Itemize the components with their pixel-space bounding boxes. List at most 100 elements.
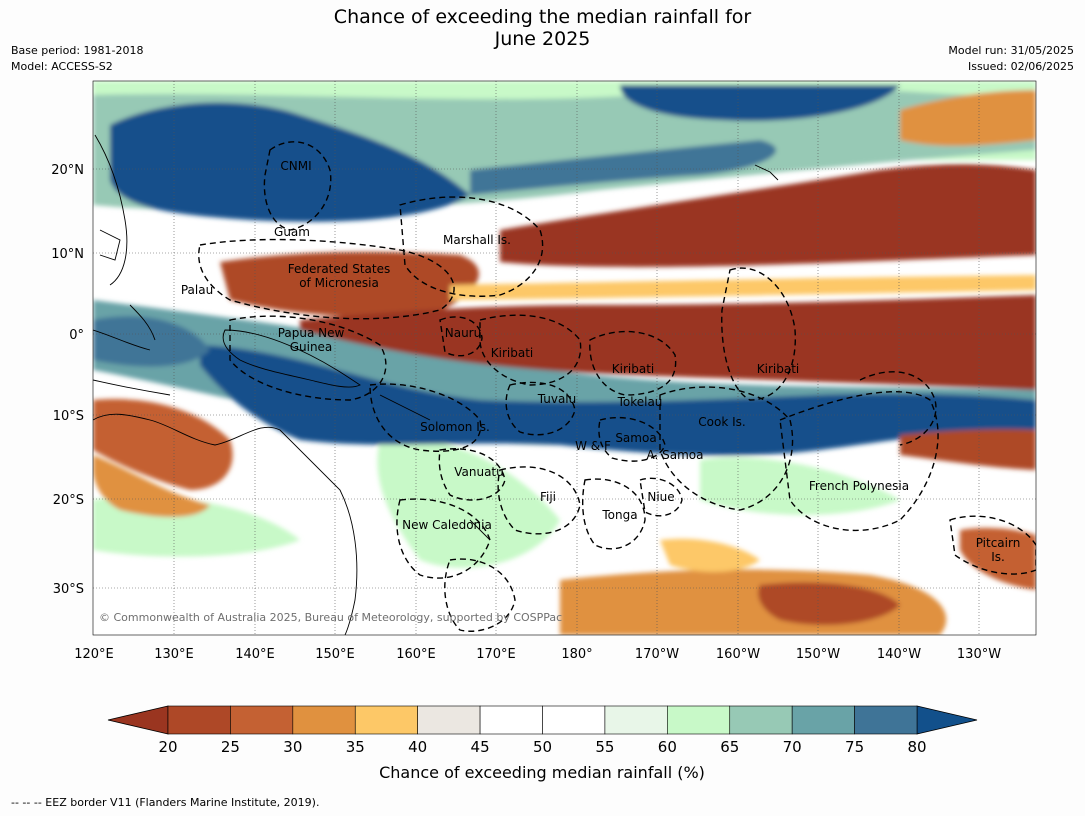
colorbar: 20 25 30 35 40 45 50 55 60 65 70 75 80 Chance of exc…	[107, 705, 978, 782]
south-eez-border	[444, 558, 516, 632]
region-label-png-line2: Guinea	[290, 340, 333, 354]
model-run: Model run: 31/05/2025	[948, 44, 1074, 57]
light-green-patch	[700, 457, 900, 515]
colorbar-cell	[729, 705, 793, 735]
nauru-eez	[439, 316, 483, 357]
hawaii-coast	[754, 164, 779, 181]
colorbar-cell	[791, 705, 855, 735]
south-dry-region	[660, 538, 760, 572]
kiribati-phoenix-eez	[589, 330, 677, 396]
region-label-pitcairn-line1: Pitcairn	[976, 536, 1021, 550]
title-line-1: Chance of exceeding the median rainfall …	[333, 6, 752, 28]
region-label-niue: Niue	[647, 490, 674, 504]
colorbar-tick-label: 20	[158, 738, 177, 756]
australia-coast	[93, 413, 358, 635]
lon-tick-label: 160°W	[716, 647, 760, 662]
lat-tick-label: 30°S	[53, 582, 84, 597]
region-label-wallis-futuna: W & F	[575, 439, 611, 453]
colorbar-tick-label: 40	[408, 738, 427, 756]
colorbar-cell	[167, 705, 231, 735]
region-label-cnmi: CNMI	[280, 159, 311, 173]
south-wet-band	[200, 345, 1036, 456]
longitude-labels: 120°E 130°E 140°E 150°E 160°E 170°E 180°…	[74, 647, 1001, 662]
south-dry-region	[758, 582, 900, 625]
indonesia-coast	[93, 304, 171, 396]
region-label-american-samoa: A. Samoa	[647, 448, 704, 462]
pitcairn-eez	[949, 515, 1036, 575]
colorbar-tick-label: 75	[845, 738, 864, 756]
southwest-dry-region	[93, 399, 233, 490]
png-eez	[229, 315, 387, 401]
colorbar-tick-label: 35	[346, 738, 365, 756]
region-label-png-line1: Papua New	[278, 326, 345, 340]
vanuatu-eez	[438, 448, 506, 501]
colorbar-tick-label: 80	[907, 738, 926, 756]
solomon-eez	[369, 383, 482, 452]
region-label-solomon-islands: Solomon Is.	[420, 420, 490, 434]
lat-tick-label: 10°N	[51, 247, 84, 262]
region-label-fiji: Fiji	[540, 490, 556, 504]
latitude-labels: 20°N 10°N 0° 10°S 20°S 30°S	[51, 163, 84, 597]
region-label-marshall-islands: Marshall Is.	[443, 233, 511, 247]
graticule	[93, 81, 1036, 635]
colorbar-cell	[542, 705, 606, 735]
colorbar-cell	[479, 705, 543, 735]
region-label-guam: Guam	[274, 225, 310, 239]
north-dry-band	[500, 164, 1036, 267]
samoa-eez	[598, 416, 666, 462]
southwest-wet-region	[93, 316, 210, 367]
lon-tick-label: 150°W	[796, 647, 840, 662]
region-label-tokelau: Tokelau	[617, 395, 663, 409]
model-name: Model: ACCESS-S2	[11, 60, 113, 73]
kiribati-line-eez	[721, 267, 797, 401]
fsm-eez	[198, 238, 455, 320]
north-wet-region	[470, 140, 777, 195]
meta-left: Base period: 1981-2018 Model: ACCESS-S2	[11, 43, 143, 75]
region-label-cook-islands: Cook Is.	[698, 415, 745, 429]
lon-tick-label: 170°E	[476, 647, 516, 662]
region-label-vanuatu: Vanuatu	[454, 465, 504, 479]
equatorial-mid-band	[450, 275, 1036, 300]
southeast-dry-region	[900, 429, 1036, 470]
region-label-palau: Palau	[181, 283, 213, 297]
colorbar-cell	[604, 705, 668, 735]
colorbar-cell	[667, 705, 731, 735]
colorbar-tick-label: 45	[471, 738, 490, 756]
colorbar-tick-label: 70	[783, 738, 802, 756]
coastlines	[93, 134, 779, 635]
region-label-tonga: Tonga	[601, 508, 637, 522]
cook-islands-eez	[659, 386, 794, 511]
philippines-coast	[94, 134, 128, 286]
marshall-eez	[399, 196, 544, 297]
colorbar-tick-label: 60	[658, 738, 677, 756]
colorbar-ticks: 20 25 30 35 40 45 50 55 60 65 70 75 80	[158, 738, 926, 756]
colorbar-cells	[167, 705, 918, 735]
colorbar-under-triangle	[107, 705, 169, 735]
region-label-kiribati-east: Kiribati	[757, 362, 799, 376]
region-label-fsm-line1: Federated States	[288, 262, 390, 276]
colorbar-tick-label: 30	[283, 738, 302, 756]
lon-tick-label: 130°W	[957, 647, 1001, 662]
cnmi-eez	[263, 141, 332, 231]
north-wet-region	[110, 102, 470, 222]
region-label-kiribati-west: Kiribati	[491, 346, 533, 360]
new-caledonia-coast	[469, 519, 491, 541]
lon-tick-label: 160°E	[396, 647, 436, 662]
lon-tick-label: 140°E	[235, 647, 275, 662]
french-polynesia-eez	[779, 391, 939, 532]
colorbar-tick-label: 50	[533, 738, 552, 756]
lon-tick-label: 140°W	[877, 647, 921, 662]
chart-title: Chance of exceeding the median rainfall …	[0, 6, 1085, 50]
tuvalu-eez	[505, 381, 576, 436]
lon-tick-label: 130°E	[154, 647, 194, 662]
lat-tick-label: 0°	[69, 328, 84, 343]
region-label-tuvalu: Tuvalu	[537, 392, 577, 406]
title-line-2: June 2025	[494, 28, 591, 50]
colorbar-cell	[230, 705, 294, 735]
issued-date: Issued: 02/06/2025	[967, 60, 1074, 73]
region-label-nauru: Nauru	[445, 326, 481, 340]
eez-borders	[198, 141, 1036, 632]
light-green-patch	[377, 438, 560, 568]
lat-tick-label: 20°S	[53, 493, 84, 508]
